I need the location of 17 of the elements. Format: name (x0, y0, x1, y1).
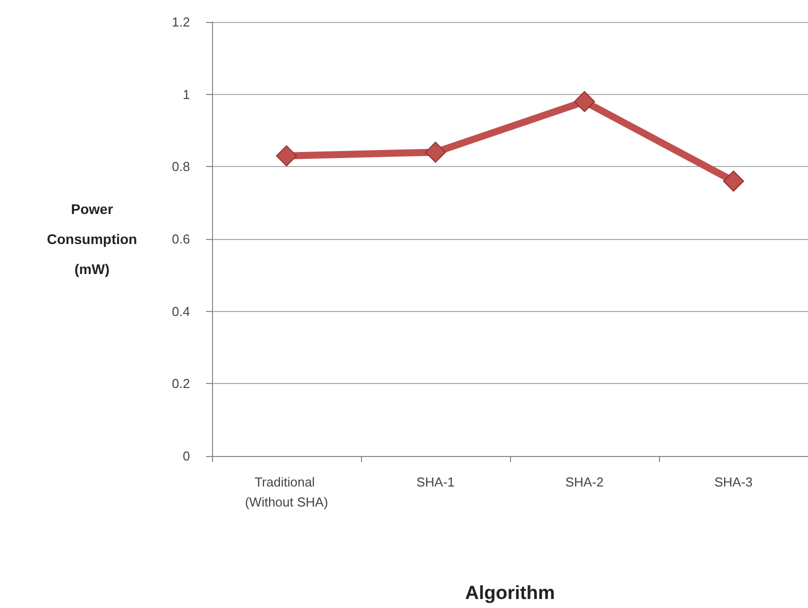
y-tick-label: 0.8 (172, 159, 190, 174)
y-tick-label: 0 (182, 448, 190, 464)
point (723, 170, 744, 192)
y-tick-label: 1 (182, 86, 190, 102)
point (574, 91, 595, 112)
point (425, 142, 446, 163)
x-tick-label: SHA-3 (714, 474, 753, 490)
y-tick-label: 0.4 (172, 304, 190, 319)
y-axis-title: Power Consumption (mW) (46, 201, 138, 277)
x-tick-label: SHA-2 (565, 474, 604, 490)
y-tick-label: 1.2 (172, 14, 190, 30)
x-tick-label: Traditional (Without SHA) (244, 474, 328, 510)
y-tick-label: 0.6 (172, 232, 190, 246)
point (276, 145, 297, 166)
x-axis-title: Algorithm (465, 583, 555, 604)
x-tick-label: SHA-1 (416, 474, 455, 490)
y-tick-label: 0.2 (172, 376, 190, 392)
